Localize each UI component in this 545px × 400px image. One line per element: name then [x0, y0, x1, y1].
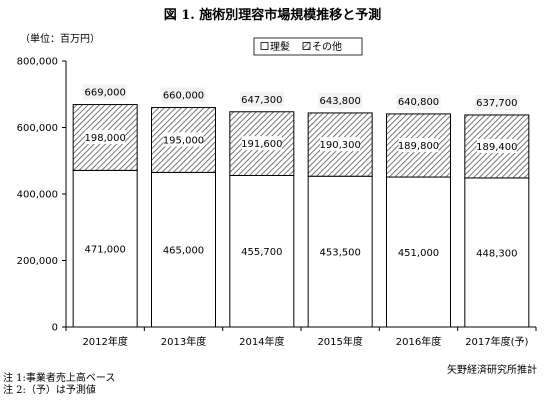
note-2: 注 2:（予）は予測値 [3, 385, 96, 396]
bar-rihatsu [229, 174, 295, 328]
data-label-bg-sonota [85, 129, 126, 144]
total-label-bg [239, 91, 284, 107]
x-category-label: 2013年度 [161, 335, 206, 348]
x-category-label: 2014年度 [239, 335, 284, 348]
legend-swatch-rihatsu [260, 42, 269, 50]
legend-swatch-sonota [302, 42, 311, 50]
data-label-rihatsu: 471,000 [84, 245, 125, 256]
bar-sonota [151, 107, 216, 173]
bar-sonota [307, 112, 373, 177]
total-label-bg [83, 84, 128, 100]
legend-label-sonota: その他 [312, 40, 342, 53]
data-label-bg-sonota [398, 137, 439, 152]
y-tick-label: 800,000 [17, 57, 58, 68]
data-label-sonota: 189,800 [398, 141, 439, 152]
x-category-label: 2017年度(予) [465, 335, 528, 348]
bar-rihatsu [464, 177, 530, 328]
total-label-bg [396, 93, 441, 109]
bars: 471,000 198,000 669,000 2012年度 465,000 195,00… [72, 84, 530, 348]
notes: 注 1:事業者売上高ベース 注 2:（予）は予測値 [3, 373, 115, 397]
total-label: 637,700 [476, 98, 517, 109]
bar-rihatsu [386, 176, 451, 328]
data-label-sonota: 189,400 [476, 142, 517, 153]
data-label-bg-sonota [476, 138, 517, 153]
data-label-sonota: 198,000 [84, 133, 125, 144]
axes: 0 200,000 400,000 600,000 800,000 [17, 57, 537, 334]
bar-rihatsu [307, 175, 373, 328]
total-label: 660,000 [163, 91, 204, 102]
data-label-rihatsu: 448,300 [476, 248, 517, 259]
note-1: 注 1:事業者売上高ベース [3, 373, 116, 384]
x-category-label: 2016年度 [396, 335, 441, 348]
data-label-sonota: 190,300 [319, 140, 360, 151]
total-label: 643,800 [319, 96, 360, 107]
total-label: 647,300 [241, 95, 282, 106]
data-label-sonota: 195,000 [163, 135, 204, 146]
y-tick-label: 600,000 [17, 123, 58, 134]
data-label-bg-sonota [241, 136, 282, 151]
data-label-rihatsu: 451,000 [398, 248, 439, 259]
data-label-rihatsu: 455,700 [241, 247, 282, 258]
legend-label-rihatsu: 理髪 [270, 41, 290, 53]
unit-label: （単位：百万円） [20, 34, 100, 45]
total-label-bg [161, 87, 206, 103]
y-tick-label: 200,000 [17, 256, 58, 267]
data-label-sonota: 191,600 [241, 139, 282, 150]
x-category-label: 2012年度 [82, 335, 127, 348]
data-label-rihatsu: 453,500 [319, 248, 360, 259]
y-tick-label: 0 [52, 323, 58, 334]
source-credit: 矢野経済研究所推計 [447, 365, 537, 376]
chart-title: 図 1. 施術別理容市場規模推移と予測 [163, 8, 382, 23]
total-label: 669,000 [84, 88, 125, 99]
y-tick-label: 400,000 [17, 190, 58, 201]
total-label: 640,800 [398, 97, 439, 108]
data-label-bg-sonota [163, 132, 204, 147]
total-label-bg [318, 92, 363, 108]
data-label-rihatsu: 465,000 [163, 246, 204, 257]
legend: 理髪 その他 [253, 37, 363, 56]
total-label-bg [474, 94, 519, 110]
x-category-label: 2015年度 [317, 335, 362, 348]
data-label-bg-sonota [320, 137, 361, 152]
